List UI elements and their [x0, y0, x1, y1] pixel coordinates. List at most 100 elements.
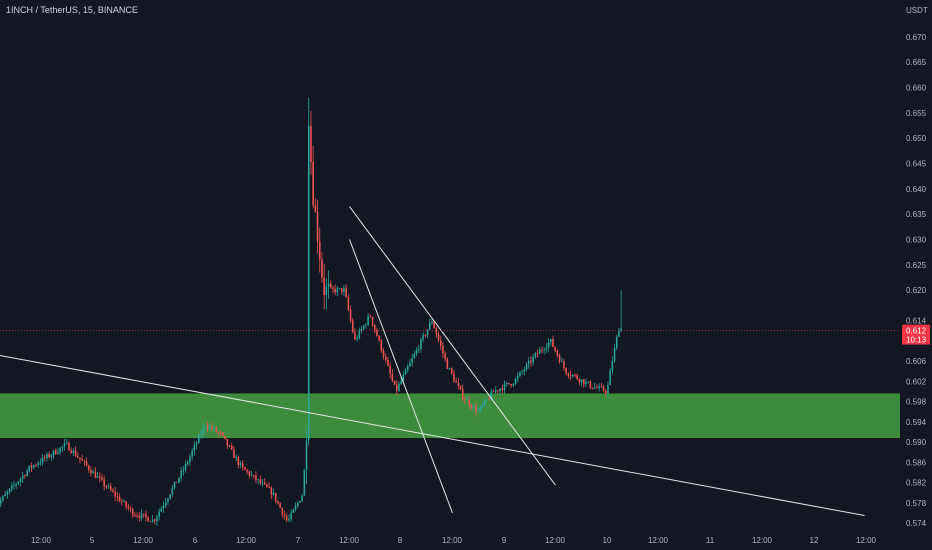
candle-body: [347, 296, 350, 310]
candle-body: [448, 368, 451, 370]
candle-body: [406, 366, 409, 370]
candle-body: [208, 426, 211, 429]
candle-body: [257, 479, 259, 481]
candle-body: [519, 372, 521, 376]
candle-body: [516, 375, 519, 379]
candle-body: [325, 286, 328, 296]
candle-body: [290, 512, 292, 520]
candle-body: [307, 125, 310, 441]
candle-body: [248, 471, 251, 476]
candle-body: [171, 487, 174, 495]
candle-body: [123, 501, 125, 502]
candle-body: [582, 379, 585, 385]
candle-body: [404, 369, 407, 375]
candle-body: [609, 370, 611, 385]
candle-body: [68, 442, 70, 451]
y-tick-label: 0.650: [906, 134, 927, 143]
candle-body: [233, 449, 235, 458]
candle-body: [252, 474, 255, 476]
candle-body: [477, 410, 479, 412]
candle-body: [103, 479, 105, 486]
candle-body: [532, 356, 534, 363]
candle-body: [46, 454, 48, 459]
candle-body: [305, 440, 308, 470]
y-tick-label: 0.655: [906, 109, 927, 118]
candle-body: [547, 342, 550, 348]
candle-body: [468, 399, 471, 406]
candle-body: [186, 461, 189, 464]
candle-body: [195, 443, 198, 445]
candle-body: [494, 390, 497, 392]
candle-body: [340, 288, 343, 292]
trendline-2: [349, 206, 556, 486]
y-tick-label: 0.670: [906, 33, 927, 42]
candle-body: [15, 483, 17, 486]
candle-body: [541, 350, 543, 351]
candle-body: [101, 477, 103, 480]
candle-body: [164, 502, 167, 506]
candle-body: [21, 475, 24, 479]
candle-body: [147, 517, 149, 522]
candle-body: [263, 482, 266, 485]
candle-body: [162, 505, 165, 509]
candle-body: [140, 513, 143, 518]
candle-body: [558, 355, 561, 362]
candle-body: [613, 347, 616, 362]
x-tick-label: 12: [810, 536, 819, 545]
candle-body: [475, 405, 477, 412]
candle-body: [332, 287, 334, 289]
candle-body: [285, 516, 288, 521]
candle-body: [567, 373, 570, 376]
candle-body: [182, 470, 185, 471]
candle-body: [30, 465, 33, 468]
x-tick-label: 12:00: [31, 536, 52, 545]
candle-body: [215, 427, 218, 433]
candle-body: [521, 371, 523, 373]
candle-body: [145, 514, 147, 518]
candle-body: [228, 445, 231, 447]
candle-body: [345, 288, 347, 297]
candle-body: [28, 465, 31, 471]
candle-body: [411, 358, 413, 363]
candle-body: [281, 507, 284, 515]
candle-body: [230, 446, 233, 450]
candle-body: [109, 486, 112, 491]
candle-body: [373, 324, 376, 330]
candle-body: [356, 338, 358, 340]
y-tick-label: 0.574: [906, 519, 927, 528]
candle-body: [76, 456, 79, 458]
candle-body: [596, 387, 598, 389]
candle-body: [261, 482, 264, 484]
candle-body: [35, 465, 37, 466]
candle-body: [497, 390, 499, 392]
candle-body: [149, 521, 152, 523]
candle-body: [270, 487, 273, 495]
candle-body: [131, 508, 134, 516]
candle-body: [607, 384, 609, 394]
y-tick-label: 0.630: [906, 235, 927, 244]
candle-body: [180, 470, 182, 478]
candle-body: [156, 516, 158, 522]
candle-body: [79, 457, 81, 460]
candle-body: [241, 463, 244, 467]
candle-body: [514, 378, 517, 385]
candle-body: [312, 161, 314, 206]
candle-body: [301, 495, 303, 502]
candle-body: [560, 361, 563, 363]
candle-body: [437, 334, 440, 341]
candles-layer: [0, 97, 622, 527]
candle-body: [329, 283, 332, 288]
candle-body: [472, 405, 475, 408]
candle-body: [107, 486, 110, 488]
candle-body: [457, 382, 460, 386]
candle-body: [74, 450, 77, 457]
candle-body: [0, 500, 2, 505]
candle-body: [219, 432, 222, 434]
candle-body: [490, 391, 493, 400]
candle-body: [426, 329, 429, 336]
y-tick-label: 0.586: [906, 458, 927, 467]
candle-body: [169, 494, 171, 499]
candle-body: [268, 487, 270, 488]
candle-body: [523, 369, 526, 372]
